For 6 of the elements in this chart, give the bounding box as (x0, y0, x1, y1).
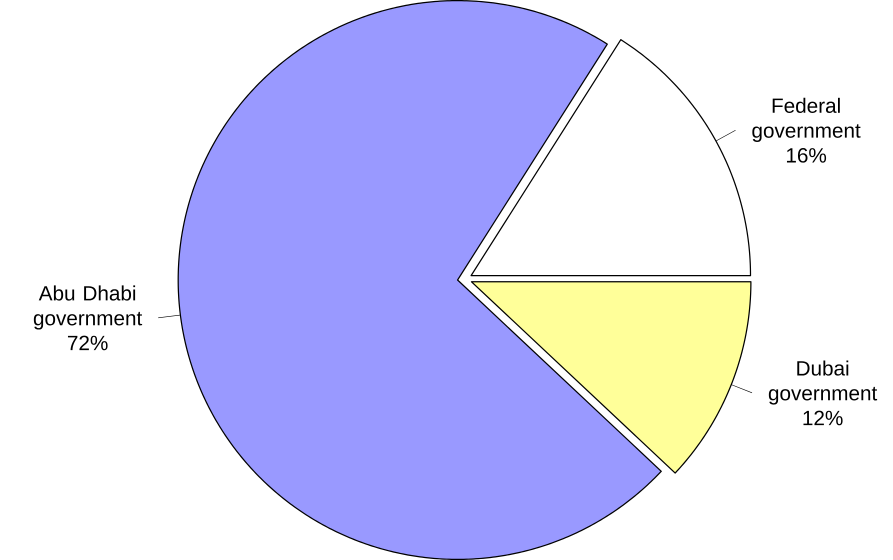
data-label: 12% (803, 410, 843, 426)
slice-label: Dubai government (768, 360, 878, 405)
data-label: 16% (786, 148, 826, 163)
slice-label: Abu Dhabi government (34, 285, 142, 330)
slice-label: Federal government (752, 98, 861, 142)
data-label: 72% (68, 336, 108, 350)
